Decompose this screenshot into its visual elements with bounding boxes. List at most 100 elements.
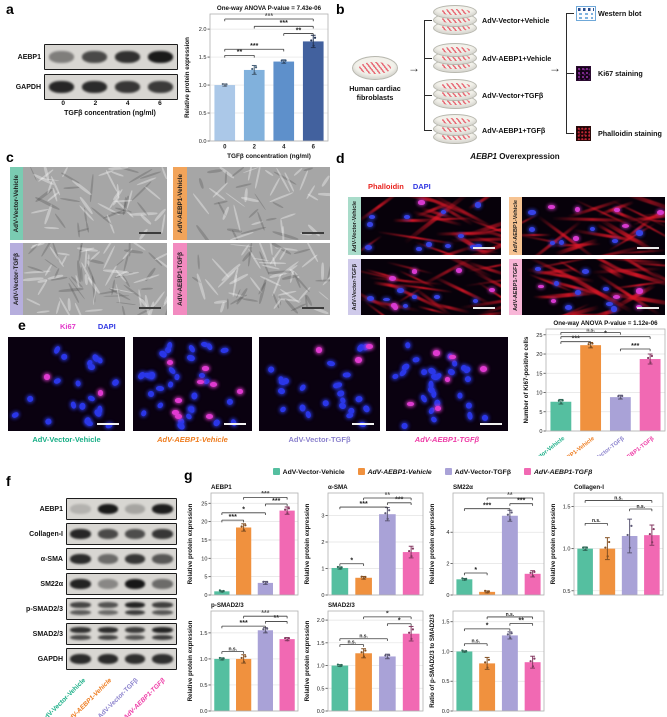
cell-streak bbox=[192, 192, 210, 215]
protein-band bbox=[152, 609, 173, 616]
phalloidin-dapi-legend: Phalloidin DAPI bbox=[368, 182, 431, 191]
nucleus-dot bbox=[611, 306, 617, 312]
panel-e-condition-label: AdV-Vector-TGFβ bbox=[288, 435, 351, 444]
bracket-tick bbox=[566, 133, 574, 135]
blot-row-label: SMAD2/3 bbox=[32, 630, 63, 638]
protein-band bbox=[124, 653, 146, 664]
source-cells-label-line1: Human cardiac bbox=[349, 84, 401, 93]
nucleus-dot bbox=[455, 267, 463, 274]
cell-streak bbox=[279, 249, 287, 261]
cell-streak bbox=[236, 183, 252, 189]
protein-band bbox=[70, 609, 91, 616]
nucleus-dot bbox=[574, 207, 580, 212]
assay-label: Phalloidin staining bbox=[598, 129, 662, 138]
cell-streak bbox=[243, 188, 248, 203]
svg-text:SM22α: SM22α bbox=[453, 484, 473, 491]
cell-streak bbox=[269, 177, 281, 196]
panel-g-chart-asma: 0 1 2 3 * *** *** ** α-SMA Relative protein expre… bbox=[303, 482, 425, 599]
svg-text:Relative protein expression: Relative protein expression bbox=[187, 620, 194, 701]
cell-speckle bbox=[439, 82, 471, 90]
cell-streak bbox=[214, 300, 228, 305]
protein-band bbox=[124, 578, 146, 589]
nucleus-dot bbox=[537, 284, 544, 289]
cell-streak bbox=[318, 291, 330, 301]
dapi-nucleus-dot bbox=[298, 383, 307, 393]
legend-swatch bbox=[523, 468, 531, 475]
cell-streak bbox=[272, 230, 299, 240]
dapi-nucleus-dot bbox=[167, 380, 175, 388]
cell-streak bbox=[43, 226, 60, 230]
condition-label: AdV-AEBP1-TGFβ bbox=[176, 252, 184, 306]
nucleus-dot bbox=[472, 299, 479, 304]
protein-band bbox=[97, 609, 119, 616]
panel-d-label: d bbox=[336, 150, 345, 166]
protein-band bbox=[114, 50, 141, 63]
dapi-nucleus-dot bbox=[75, 379, 82, 387]
svg-text:Relative protein expression: Relative protein expression bbox=[550, 503, 557, 584]
dapi-nucleus-dot bbox=[355, 395, 363, 404]
svg-text:1: 1 bbox=[321, 567, 324, 573]
svg-text:*: * bbox=[386, 611, 389, 618]
svg-text:10: 10 bbox=[536, 391, 542, 397]
legend-swatch bbox=[444, 468, 452, 475]
petri-dish-icon bbox=[433, 5, 477, 19]
panel-e-chart: 0 5 10 15 20 25 *** *** * n.s. One-way ANOVA P-val… bbox=[521, 318, 667, 474]
cell-speckle bbox=[439, 133, 471, 141]
dapi-nucleus-dot bbox=[412, 356, 421, 364]
cell-streak bbox=[226, 298, 229, 310]
nucleus-dot bbox=[558, 239, 565, 245]
nucleus-dot bbox=[469, 244, 476, 249]
blot-lane-box bbox=[66, 648, 177, 670]
svg-text:**: ** bbox=[385, 492, 391, 499]
svg-text:1.5: 1.5 bbox=[199, 55, 207, 61]
nucleus-dot bbox=[574, 289, 581, 296]
svg-text:20: 20 bbox=[201, 520, 207, 526]
protein-band bbox=[97, 601, 119, 608]
dapi-nucleus-dot bbox=[402, 422, 409, 429]
svg-text:2.0: 2.0 bbox=[199, 27, 207, 33]
svg-text:n.s.: n.s. bbox=[228, 646, 237, 652]
cell-streak bbox=[293, 167, 303, 177]
cell-streak bbox=[76, 222, 81, 238]
cell-streak bbox=[161, 167, 167, 180]
ki67-positive-dot bbox=[407, 401, 414, 407]
gel-wells bbox=[578, 8, 594, 11]
panel-e-condition-label: AdV-Vector-Vehicle bbox=[32, 435, 101, 444]
cell-streak bbox=[74, 302, 84, 315]
svg-text:20: 20 bbox=[536, 352, 542, 358]
dapi-nucleus-dot bbox=[404, 341, 411, 349]
petri-dish-icon bbox=[433, 114, 477, 128]
protein-band bbox=[147, 50, 174, 63]
cell-speckle bbox=[439, 46, 471, 54]
scale-bar bbox=[302, 306, 324, 309]
blot-row-label: GAPDH bbox=[15, 83, 41, 91]
nucleus-dot bbox=[397, 287, 404, 293]
legend-item: AdV-AEBP1-TGFβ bbox=[523, 468, 592, 476]
svg-text:4: 4 bbox=[282, 145, 286, 151]
svg-text:n.s.: n.s. bbox=[586, 327, 595, 333]
cell-streak bbox=[160, 214, 166, 234]
svg-text:Relative protein expression: Relative protein expression bbox=[187, 503, 194, 584]
panel-g-chart-smad23: 0.0 0.5 1.0 1.5 2.0 n.s. n.s. * * SMAD2/3 Relative… bbox=[303, 600, 425, 715]
phase-contrast-image bbox=[23, 167, 167, 240]
protein-band bbox=[124, 609, 146, 616]
scale-bar bbox=[473, 306, 495, 309]
dapi-nucleus-dot bbox=[326, 360, 336, 368]
blot-row: α-SMA bbox=[6, 548, 177, 570]
dapi-nucleus-dot bbox=[26, 395, 34, 403]
actin-fiber bbox=[467, 197, 497, 210]
source-cells-label-line2: fibroblasts bbox=[356, 93, 394, 102]
protein-band bbox=[70, 653, 91, 664]
svg-text:10: 10 bbox=[201, 556, 207, 562]
dapi-nucleus-dot bbox=[462, 365, 472, 375]
cell-speckle bbox=[439, 62, 471, 70]
svg-text:***: *** bbox=[395, 497, 403, 504]
panel-e-label: e bbox=[18, 317, 26, 333]
nucleus-dot bbox=[605, 301, 613, 307]
blot-lane-box bbox=[66, 623, 177, 645]
nucleus-dot bbox=[444, 243, 451, 248]
cell-streak bbox=[37, 310, 50, 314]
dapi-nucleus-dot bbox=[305, 410, 313, 419]
nucleus-dot bbox=[582, 268, 590, 275]
dish-stack bbox=[433, 43, 477, 75]
